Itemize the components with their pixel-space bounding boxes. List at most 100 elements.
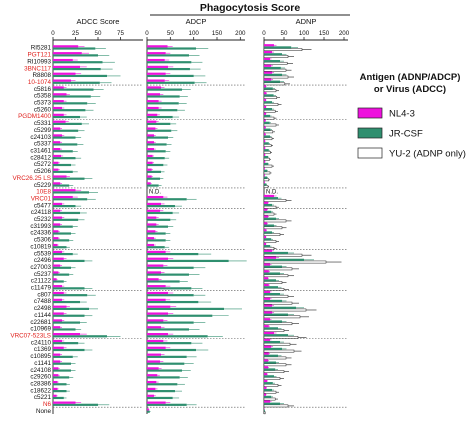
bar-adcc-jr-csf — [53, 184, 70, 187]
bar-adcp-jr-csf — [147, 383, 178, 386]
bar-adcc-jr-csf — [53, 115, 80, 119]
bar-adcc-jr-csf — [53, 355, 73, 358]
bar-adcc-jr-csf — [53, 342, 79, 345]
antibody-label: c5539 — [34, 250, 52, 257]
antibody-label: 10E8 — [36, 189, 51, 196]
bar-adcc-jr-csf — [53, 157, 76, 160]
bar-adnp-nl4-3 — [264, 85, 266, 88]
bar-adnp-nl4-3 — [264, 57, 270, 61]
bar-adnp-jr-csf — [264, 231, 272, 234]
bar-adnp-jr-csf — [264, 197, 278, 200]
bar-adcp-jr-csf — [147, 246, 165, 249]
bar-adcp-nl4-3 — [147, 264, 164, 267]
bar-adnp-nl4-3 — [264, 153, 266, 156]
bar-adcc-nl4-3 — [53, 58, 73, 62]
bar-adcp-nl4-3 — [147, 230, 156, 233]
na-label: N.D. — [149, 190, 161, 196]
bar-adnp-nl4-3 — [264, 277, 268, 280]
bar-adnp-nl4-3 — [264, 345, 272, 348]
antibody-label: c21122 — [31, 278, 52, 285]
bar-adnp-yu-2 — [263, 123, 277, 127]
antibody-label: c18622 — [30, 387, 51, 394]
bar-adcc-nl4-3 — [53, 367, 59, 370]
bar-adnp-yu-2 — [263, 185, 269, 189]
antibody-label: c24108 — [30, 367, 51, 374]
legend-swatch — [357, 147, 383, 159]
antibody-label: c22681 — [30, 319, 51, 326]
bar-adnp-yu-2 — [263, 288, 285, 291]
bar-adnp-nl4-3 — [264, 304, 272, 307]
antibody-label: c5816 — [34, 86, 52, 93]
panel-adnp: ADNP 0 50 100 150 200 N.D. — [262, 17, 350, 415]
antibody-label: c5337 — [34, 141, 52, 148]
bar-adcp-jr-csf — [147, 129, 172, 132]
bar-adcc-nl4-3 — [53, 134, 62, 137]
legend-swatch — [357, 107, 383, 119]
bar-adnp-jr-csf — [264, 87, 273, 90]
bar-adcp-nl4-3 — [147, 237, 154, 240]
bar-adnp-nl4-3 — [264, 105, 266, 108]
bar-adnp-yu-2 — [263, 151, 271, 154]
antibody-label: c1369 — [34, 346, 52, 353]
bar-adcc-nl4-3 — [53, 141, 61, 144]
antibody-label: c5358 — [34, 93, 52, 100]
bar-adcc-jr-csf — [53, 143, 78, 146]
bar-adcp-nl4-3 — [147, 257, 168, 260]
bar-adnp-yu-2 — [263, 178, 270, 182]
bar-adcp-nl4-3 — [147, 291, 168, 295]
bar-adcp-jr-csf — [147, 294, 194, 297]
bar-adnp-yu-2 — [263, 281, 283, 284]
bar-adnp-jr-csf — [264, 155, 268, 159]
bar-adcc-jr-csf — [53, 136, 76, 139]
bar-adcc-jr-csf — [53, 150, 73, 153]
bar-adnp-jr-csf — [264, 292, 280, 296]
bar-adnp-jr-csf — [264, 101, 272, 104]
bar-adcc-jr-csf — [53, 294, 88, 297]
bar-adnp-jr-csf — [264, 327, 278, 330]
bar-adcc-jr-csf — [53, 47, 96, 50]
bar-adnp-nl4-3 — [264, 229, 267, 232]
bar-adcc-jr-csf — [53, 280, 64, 283]
bar-adcp-nl4-3 — [147, 353, 161, 356]
bar-adcc-nl4-3 — [53, 230, 59, 233]
antibody-label: c10819 — [30, 243, 51, 250]
bar-adnp-yu-2 — [263, 96, 278, 99]
bar-adnp-jr-csf — [264, 402, 280, 405]
bar-adcp-nl4-3 — [147, 120, 157, 123]
bar-adcc-jr-csf — [53, 191, 89, 194]
bar-adnp-yu-2 — [263, 384, 279, 387]
bar-adnp-yu-2 — [263, 157, 270, 161]
bar-adnp-nl4-3 — [264, 331, 274, 335]
bar-adnp-nl4-3 — [264, 201, 268, 204]
bar-adcp-nl4-3 — [147, 305, 171, 308]
antibody-label: c31993 — [30, 223, 51, 230]
bar-adnp-yu-2 — [263, 226, 283, 230]
bar-adcp-nl4-3 — [147, 86, 161, 89]
bar-adcp-jr-csf — [147, 102, 179, 105]
bar-adcp-jr-csf — [147, 314, 213, 317]
bar-adnp-yu-2 — [263, 363, 287, 367]
bar-adcc-nl4-3 — [53, 72, 76, 75]
legend-label: NL4-3 — [389, 109, 415, 120]
bar-adcc-jr-csf — [53, 239, 70, 242]
bar-adnp-nl4-3 — [264, 92, 267, 95]
bar-adcp-jr-csf — [147, 342, 192, 345]
bar-adnp-jr-csf — [264, 375, 274, 378]
panel-title: ADNP — [296, 17, 317, 26]
bar-adcp-nl4-3 — [147, 387, 156, 391]
bar-adnp-nl4-3 — [264, 78, 272, 81]
bar-adnp-jr-csf — [264, 258, 304, 261]
bar-adcp-jr-csf — [147, 177, 161, 180]
bar-adcc-nl4-3 — [53, 106, 62, 110]
bar-adnp-jr-csf — [264, 203, 272, 207]
bar-adnp-nl4-3 — [264, 400, 270, 403]
bar-adnp-yu-2 — [263, 377, 281, 380]
bar-adnp-jr-csf — [264, 368, 276, 371]
bar-adnp-yu-2 — [263, 329, 285, 332]
bar-adcp-nl4-3 — [147, 319, 164, 322]
antibody-label: c5272 — [34, 161, 52, 168]
bar-adnp-nl4-3 — [264, 263, 270, 266]
bar-adnp-jr-csf — [264, 409, 265, 412]
bar-adcp-jr-csf — [147, 328, 189, 331]
